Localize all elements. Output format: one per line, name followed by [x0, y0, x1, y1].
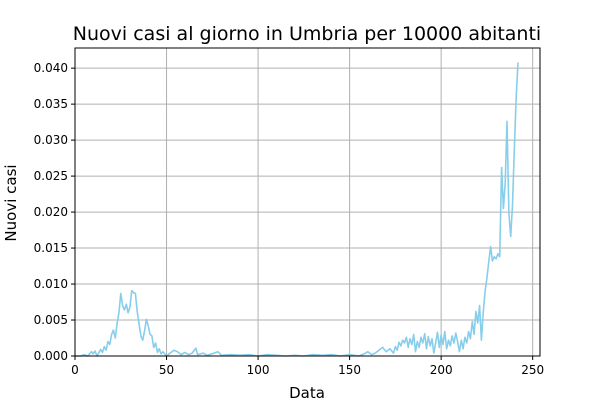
x-tick-label: 0 [71, 363, 79, 377]
x-tick-label: 50 [159, 363, 174, 377]
y-tick-label: 0.005 [34, 313, 68, 327]
x-tick-label: 150 [338, 363, 361, 377]
y-tick-label: 0.035 [34, 97, 68, 111]
x-axis: 0 50 100 150 200 250 [71, 356, 544, 377]
y-axis-title: Nuovi casi [2, 164, 20, 241]
chart-title: Nuovi casi al giorno in Umbria per 10000… [73, 23, 541, 45]
grid-lines [74, 48, 540, 357]
y-axis: 0.000 0.005 0.010 0.015 0.020 0.025 0.030 0.035… [34, 61, 75, 363]
y-tick-label: 0.010 [34, 277, 68, 291]
x-tick-label: 250 [521, 363, 544, 377]
y-tick-label: 0.020 [34, 205, 68, 219]
series-line [75, 62, 519, 357]
y-tick-label: 0.030 [34, 133, 68, 147]
x-tick-label: 200 [430, 363, 453, 377]
series-layer [75, 62, 519, 357]
plot-frame [74, 47, 541, 357]
x-tick-label: 100 [247, 363, 270, 377]
y-tick-label: 0.015 [34, 241, 68, 255]
y-tick-label: 0.025 [34, 169, 68, 183]
x-axis-title: Data [289, 384, 325, 400]
y-tick-label: 0.040 [34, 61, 68, 75]
y-tick-label: 0.000 [34, 349, 68, 363]
